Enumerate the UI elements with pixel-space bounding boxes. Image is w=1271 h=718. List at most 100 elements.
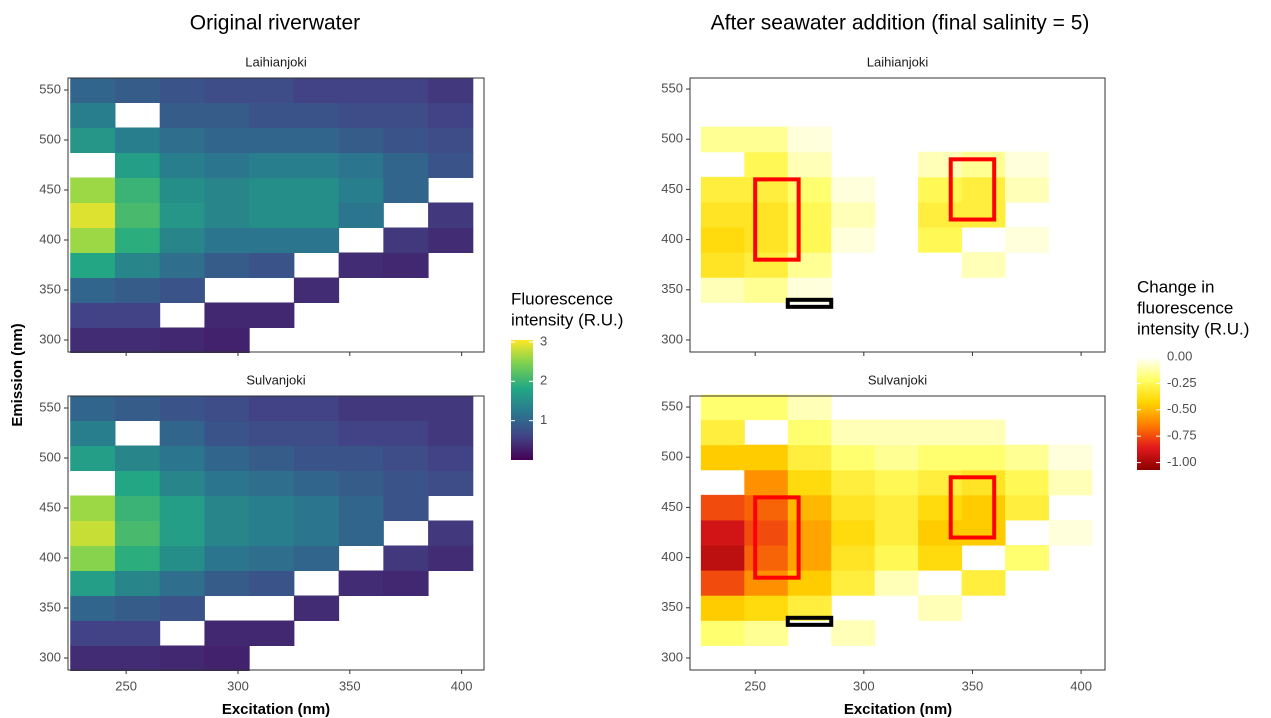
heat-cell — [831, 494, 876, 521]
heat-cell — [918, 595, 963, 621]
heat-cell — [428, 152, 474, 178]
heat-cell — [831, 545, 876, 571]
y-tick-label: 400 — [39, 231, 61, 246]
heat-cell — [961, 570, 1006, 596]
heat-cell — [338, 570, 384, 596]
heat-cell — [831, 620, 876, 646]
y-tick-label: 500 — [39, 131, 61, 146]
legend-title: Change in — [1137, 277, 1215, 296]
panel-border — [689, 77, 1106, 353]
heat-cell — [70, 227, 116, 253]
y-tick-label: 350 — [39, 599, 61, 614]
heat-cell — [700, 227, 745, 253]
heat-cell — [961, 151, 1006, 178]
y-tick-label: 550 — [39, 399, 61, 414]
heat-cell — [70, 495, 116, 521]
heat-cell — [744, 444, 789, 471]
region-box — [785, 297, 834, 309]
heat-cell — [700, 545, 745, 571]
heat-cell — [204, 570, 250, 596]
y-tick-label: 400 — [661, 549, 683, 564]
heat-cell — [428, 127, 474, 153]
heat-cell — [383, 252, 429, 278]
heat-cell — [428, 395, 474, 421]
heat-cell — [114, 277, 161, 303]
region-box — [753, 177, 801, 262]
heat-cell — [961, 494, 1006, 521]
colorbar-tick-label: -0.25 — [1167, 375, 1197, 390]
panel-border — [689, 395, 1106, 671]
region-box — [948, 475, 997, 540]
region-box — [948, 157, 997, 222]
heat-cell — [70, 252, 116, 278]
y-tick-label: 300 — [661, 649, 683, 664]
heat-cell — [700, 444, 745, 471]
heat-cell — [383, 570, 429, 596]
heat-cell — [700, 570, 745, 596]
heat-cell — [338, 202, 384, 228]
heat-cell — [383, 470, 429, 496]
x-tick-label: 400 — [451, 678, 473, 693]
heat-cell — [744, 201, 789, 228]
y-tick-label: 350 — [39, 281, 61, 296]
heat-cell — [744, 620, 789, 646]
heat-cell — [159, 470, 205, 496]
heat-cell — [114, 127, 161, 153]
heat-cell — [159, 152, 205, 178]
heat-cell — [204, 445, 250, 471]
heat-cell — [249, 445, 295, 471]
heat-cell — [114, 252, 161, 278]
heat-cell — [70, 77, 116, 103]
y-tick-label: 500 — [661, 131, 683, 146]
x-tick-label: 300 — [227, 678, 249, 693]
colorbar — [1137, 357, 1160, 470]
heat-cell — [249, 545, 295, 571]
colorbar-tick-label: 1 — [540, 412, 547, 427]
heat-cell — [918, 444, 963, 471]
heat-cell — [204, 395, 250, 421]
heat-cell — [428, 420, 474, 446]
heat-cell — [744, 252, 789, 278]
y-tick-label: 450 — [39, 499, 61, 514]
heat-cell — [428, 77, 474, 103]
heat-cell — [874, 444, 919, 471]
heat-cell — [114, 470, 161, 496]
heat-cell — [338, 177, 384, 203]
panel-label: Laihianjoki — [867, 54, 929, 69]
heat-cell — [1005, 176, 1050, 203]
heat-cell — [383, 177, 429, 203]
heat-cell — [159, 420, 205, 446]
heat-cell — [159, 595, 205, 621]
heat-cell — [383, 227, 429, 253]
heat-cell — [383, 495, 429, 521]
heat-cell — [428, 470, 474, 496]
heat-cell — [293, 102, 340, 128]
heat-cell — [204, 645, 250, 671]
heat-cell — [831, 444, 876, 471]
y-tick-label: 550 — [661, 398, 683, 413]
heat-cell — [787, 570, 832, 596]
heat-cell — [159, 327, 205, 353]
heat-cell — [159, 127, 205, 153]
heat-cell — [293, 520, 340, 546]
heat-cell — [338, 395, 384, 421]
heat-cell — [114, 177, 161, 203]
heat-cell — [918, 151, 963, 178]
heat-cell — [204, 420, 250, 446]
region-box — [753, 495, 801, 580]
heat-cell — [70, 127, 116, 153]
heat-cell — [428, 227, 474, 253]
heat-cell — [874, 469, 919, 496]
heat-cell — [114, 620, 161, 646]
heat-cell — [293, 545, 340, 571]
heat-cell — [338, 77, 384, 103]
heat-cell — [159, 570, 205, 596]
colorbar-tick-label: -0.75 — [1167, 428, 1197, 443]
heat-cell — [204, 127, 250, 153]
heat-cell — [114, 202, 161, 228]
heat-cell — [204, 302, 250, 328]
heat-cell — [831, 227, 876, 253]
heat-cell — [249, 420, 295, 446]
x-tick-label: 300 — [853, 678, 875, 693]
